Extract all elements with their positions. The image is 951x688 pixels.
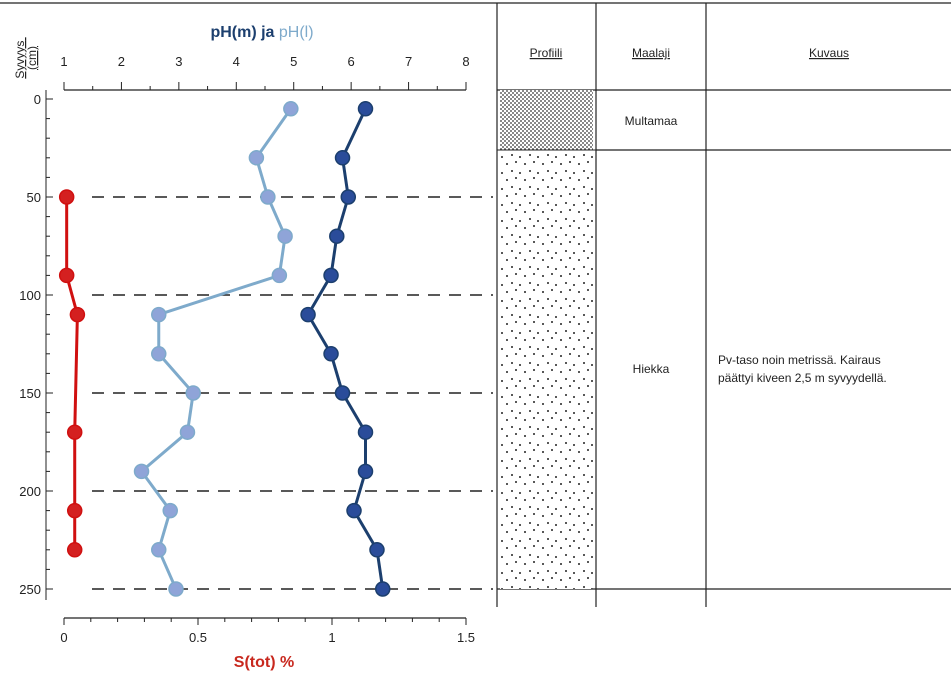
- depth-axis-tick-label: 250: [19, 582, 41, 597]
- data-point-ph-l: [168, 581, 184, 597]
- depth-axis-tick-label: 50: [27, 190, 41, 205]
- data-point-ph-l: [151, 346, 167, 362]
- data-point-ph-m: [323, 267, 339, 284]
- top-axis-tick-label: 7: [405, 54, 412, 69]
- data-point-s-tot: [69, 306, 86, 323]
- data-point-s-tot: [66, 424, 83, 440]
- bottom-axis: 0 0.5 1 1.5: [60, 617, 475, 645]
- bottom-axis-tick-label: 0: [60, 630, 67, 645]
- data-point-ph-m: [374, 581, 391, 597]
- top-axis-tick-label: 5: [290, 54, 297, 69]
- profile-layer-topsoil: [500, 90, 593, 150]
- data-point-ph-m: [357, 424, 374, 440]
- depth-axis-tick-label: 100: [19, 288, 41, 303]
- data-point-ph-m: [300, 306, 316, 323]
- depth-axis-title: Syvyys (cm): [13, 37, 39, 78]
- data-point-ph-m: [346, 502, 362, 519]
- data-point-ph-l: [283, 101, 299, 117]
- header-description: Kuvaus: [809, 46, 849, 60]
- data-point-ph-m: [340, 189, 357, 205]
- header-profile: Profiili: [530, 46, 563, 60]
- depth-axis: 0 50 100 150 200 250: [19, 90, 53, 600]
- bottom-axis-tick-label: 1: [328, 630, 335, 645]
- bottom-axis-tick-label: 0.5: [189, 630, 207, 645]
- depth-axis-tick-label: 150: [19, 386, 41, 401]
- top-axis-tick-label: 1: [60, 54, 67, 69]
- top-axis-tick-label: 8: [462, 54, 469, 69]
- top-axis-tick-label: 4: [233, 54, 240, 69]
- series-layer: [58, 101, 391, 597]
- dashed-gridlines: [92, 196, 493, 590]
- data-point-ph-l: [260, 189, 276, 205]
- ph-m-title: pH(m) ja: [210, 24, 278, 41]
- bottom-axis-tick-label: 1.5: [457, 630, 475, 645]
- top-axis: 1 2 3 4 5 6 7 8: [60, 54, 470, 91]
- soil-layer-topsoil: Multamaa: [625, 114, 678, 128]
- bottom-axis-title: S(tot) %: [234, 654, 294, 671]
- data-point-s-tot: [66, 542, 83, 558]
- top-axis-tick-label: 2: [118, 54, 125, 69]
- data-point-s-tot: [66, 502, 83, 519]
- depth-axis-tick-label: 0: [34, 92, 41, 107]
- data-point-ph-l: [271, 267, 288, 284]
- data-point-ph-l: [151, 542, 167, 558]
- header-soil: Maalaji: [632, 46, 670, 60]
- data-point-ph-m: [357, 463, 374, 480]
- soil-layer-sand: Hiekka: [633, 362, 670, 376]
- data-point-ph-l: [179, 424, 196, 440]
- data-point-s-tot: [58, 189, 75, 205]
- top-axis-title: pH(m) ja pH(l): [210, 24, 313, 41]
- data-point-ph-m: [334, 150, 351, 166]
- data-point-ph-m: [329, 228, 345, 244]
- profile-layer-sand: [500, 150, 593, 589]
- data-point-ph-m: [369, 542, 385, 558]
- layer-description: Pv-taso noin metrissä. Kairaus päättyi k…: [718, 353, 887, 385]
- data-point-s-tot: [58, 267, 75, 284]
- depth-axis-tick-label: 200: [19, 484, 41, 499]
- data-point-ph-m: [357, 101, 374, 117]
- data-point-ph-l: [133, 463, 150, 480]
- data-point-ph-m: [323, 346, 339, 362]
- ph-l-title: pH(l): [279, 24, 314, 41]
- data-point-ph-l: [277, 228, 293, 244]
- data-point-ph-l: [248, 150, 265, 166]
- data-point-ph-l: [162, 502, 178, 519]
- data-point-ph-m: [334, 385, 351, 401]
- data-point-ph-l: [151, 306, 167, 323]
- data-point-ph-l: [185, 385, 201, 401]
- top-axis-tick-label: 3: [175, 54, 182, 69]
- top-axis-tick-label: 6: [348, 54, 355, 69]
